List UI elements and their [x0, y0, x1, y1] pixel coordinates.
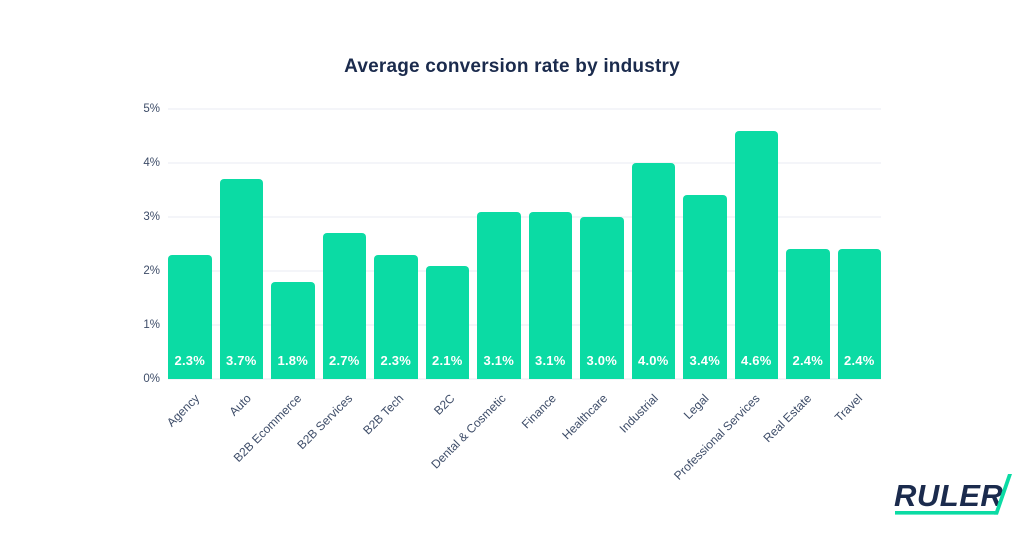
bar-value-label: 1.8%: [277, 353, 308, 368]
y-tick-label: 3%: [143, 210, 160, 223]
x-axis: Agency Auto B2B Ecommerce B2B Services B2B T…: [164, 388, 881, 488]
gridline: [168, 162, 881, 164]
x-tick-label: Agency: [164, 391, 203, 430]
bar: 4.0%: [631, 163, 675, 379]
bar: 3.4%: [683, 195, 727, 379]
x-tick-label: Auto: [226, 391, 254, 419]
chart-title: Average conversion rate by industry: [344, 56, 680, 77]
gridline: [168, 108, 881, 110]
bar: 2.4%: [837, 249, 881, 379]
y-tick-label: 2%: [143, 264, 160, 277]
x-tick-label: Travel: [831, 391, 865, 425]
logo-underline: [895, 511, 998, 515]
bar-value-label: 3.7%: [226, 353, 257, 368]
y-tick-label: 5%: [143, 102, 160, 115]
bar-value-label: 3.4%: [689, 353, 720, 368]
gridlines: [168, 108, 881, 380]
bar: 3.7%: [219, 179, 263, 379]
gridline: [168, 270, 881, 272]
x-tick-label: Healthcare: [559, 391, 611, 443]
logo-text: RULER: [894, 478, 1003, 513]
bar: 3.0%: [580, 217, 624, 379]
bar: 2.4%: [786, 249, 830, 379]
y-tick-label: 4%: [143, 156, 160, 169]
ruler-logo: RULER: [894, 474, 1012, 515]
bar: 1.8%: [271, 281, 315, 379]
bar-value-label: 4.6%: [741, 353, 772, 368]
bar-value-label: 2.7%: [329, 353, 360, 368]
bar: 3.1%: [528, 211, 572, 379]
bar-value-label: 3.1%: [483, 353, 514, 368]
bar: 2.3%: [168, 254, 212, 379]
gridline: [168, 216, 881, 218]
bar-value-label: 2.4%: [844, 353, 875, 368]
y-tick-label: 1%: [143, 318, 160, 331]
bar: 2.1%: [425, 265, 469, 379]
bar-value-label: 2.4%: [792, 353, 823, 368]
bar-value-label: 2.1%: [432, 353, 463, 368]
plot-area: 2.3% 3.7% 1.8% 2.7% 2.3% 2.1% 3.1% 3.1% 3.0% 4.0%…: [168, 108, 881, 380]
x-tick-label: B2B Tech: [360, 391, 407, 438]
bar: 2.3%: [374, 254, 418, 379]
x-tick-label: Legal: [681, 391, 712, 422]
x-tick-label: Industrial: [616, 391, 662, 436]
x-tick-label: B2C: [430, 391, 458, 418]
gridline: [168, 378, 881, 380]
y-tick-label: 0%: [143, 372, 160, 385]
y-axis: 0% 1% 2% 3% 4% 5%: [108, 103, 160, 384]
bar-value-label: 3.0%: [586, 353, 617, 368]
bar: 4.6%: [734, 130, 778, 379]
bar-value-label: 2.3%: [380, 353, 411, 368]
bar-value-label: 3.1%: [535, 353, 566, 368]
bars-row: 2.3% 3.7% 1.8% 2.7% 2.3% 2.1% 3.1% 3.1% 3.0% 4.0%…: [168, 109, 881, 379]
bar: 2.7%: [322, 233, 366, 379]
bar-value-label: 2.3%: [174, 353, 205, 368]
bar: 3.1%: [477, 211, 521, 379]
gridline: [168, 324, 881, 326]
x-tick-label: Real Estate: [760, 391, 814, 446]
logo-slash-icon: [994, 474, 1012, 515]
bar-value-label: 4.0%: [638, 353, 669, 368]
x-tick-label: Finance: [519, 391, 560, 432]
